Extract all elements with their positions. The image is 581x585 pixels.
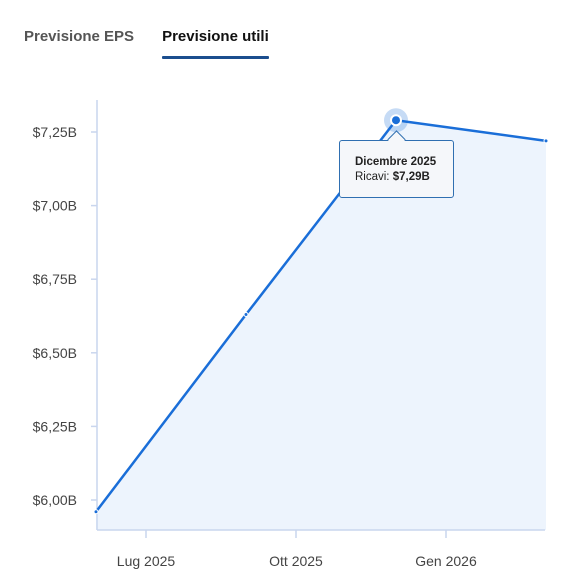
tab-earnings-forecast[interactable]: Previsione utili: [162, 28, 269, 59]
tooltip-title: Dicembre 2025: [355, 156, 437, 168]
y-tick-label: $6,75B: [33, 271, 77, 287]
data-point: [93, 509, 99, 515]
tab-eps-forecast[interactable]: Previsione EPS: [24, 28, 135, 45]
tooltip-value-row: Ricavi: $7,29B: [355, 170, 453, 185]
highlight-point: [390, 114, 402, 127]
y-tick-label: $6,50B: [33, 345, 77, 361]
chart-tooltip: Dicembre 2025 Ricavi: $7,29B: [339, 140, 454, 198]
y-tick-label: $6,25B: [33, 418, 77, 434]
series-line: [94, 118, 548, 514]
data-point: [543, 138, 549, 144]
tooltip-value: $7,29B: [392, 171, 430, 183]
x-tick-label: Gen 2026: [415, 553, 477, 569]
tab-bar: Previsione EPS Previsione utili: [24, 28, 269, 59]
series-area: [96, 120, 546, 530]
y-tick-label: $6,00B: [33, 492, 77, 508]
y-tick-label: $7,00B: [33, 198, 77, 214]
data-point: [243, 312, 249, 318]
y-tick-label: $7,25B: [33, 124, 77, 140]
x-tick-label: Lug 2025: [117, 553, 176, 569]
x-tick-label: Ott 2025: [269, 553, 323, 569]
tooltip-label: Ricavi:: [355, 171, 390, 183]
